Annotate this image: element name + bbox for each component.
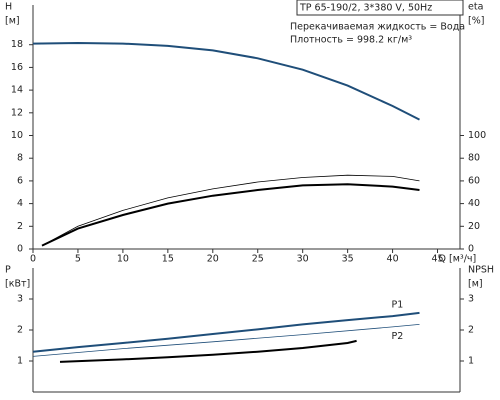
x-tick-label: 30 <box>297 254 309 265</box>
y2-tick-label: 60 <box>468 175 480 186</box>
curve <box>59 339 357 363</box>
x-tick-label: 0 <box>30 254 36 265</box>
y2-tick-label: 80 <box>468 153 480 164</box>
x-tick-label: 10 <box>117 254 129 265</box>
x-label: Q [м³/ч] <box>439 254 477 265</box>
series-label: P1 <box>392 299 404 310</box>
curve <box>41 174 420 246</box>
curve <box>32 41 420 121</box>
x-tick-label: 40 <box>387 254 399 265</box>
series-label: P2 <box>392 331 404 342</box>
y2-tick-label: 2 <box>468 325 474 336</box>
y-tick-label: 8 <box>17 153 23 164</box>
y2-label-unit: [м] <box>468 279 483 290</box>
x-tick-label: 35 <box>342 254 354 265</box>
curve <box>32 324 420 357</box>
y2-tick-label: 0 <box>468 244 474 255</box>
y-label: P <box>5 265 11 276</box>
y-label-unit: [м] <box>5 16 20 27</box>
y2-label-unit: [%] <box>468 16 484 27</box>
y-tick-label: 4 <box>17 198 23 209</box>
y-tick-label: 12 <box>11 107 23 118</box>
y-tick-label: 16 <box>11 62 23 73</box>
y2-tick-label: 20 <box>468 221 480 232</box>
y-tick-label: 2 <box>17 325 23 336</box>
chart-title: TP 65-190/2, 3*380 V, 50Hz <box>299 3 432 14</box>
curve <box>41 183 420 247</box>
y2-label: NPSH <box>468 265 494 276</box>
x-tick-label: 5 <box>75 254 81 265</box>
y2-tick-label: 3 <box>468 294 474 305</box>
y-label-unit: [кВт] <box>5 279 30 290</box>
y-tick-label: 2 <box>17 221 23 232</box>
curve <box>32 311 420 353</box>
x-tick-label: 15 <box>162 254 174 265</box>
y-tick-label: 3 <box>17 294 23 305</box>
y2-tick-label: 40 <box>468 198 480 209</box>
y-label: H <box>5 2 12 13</box>
x-tick-label: 25 <box>252 254 264 265</box>
x-tick-label: 20 <box>207 254 219 265</box>
y-tick-label: 18 <box>11 39 23 50</box>
note: Плотность = 998.2 кг/м³ <box>290 35 412 46</box>
x-tick-label: 45 <box>431 254 443 265</box>
y-tick-label: 14 <box>11 85 23 96</box>
y2-label: eta <box>468 2 483 13</box>
note: Перекачиваемая жидкость = Вода <box>290 22 465 33</box>
y2-tick-label: 1 <box>468 356 474 367</box>
y-tick-label: 1 <box>17 356 23 367</box>
y2-tick-label: 100 <box>468 130 486 141</box>
y-tick-label: 10 <box>11 130 23 141</box>
y-tick-label: 6 <box>17 175 23 186</box>
y-tick-label: 0 <box>17 244 23 255</box>
title-box <box>296 0 464 16</box>
